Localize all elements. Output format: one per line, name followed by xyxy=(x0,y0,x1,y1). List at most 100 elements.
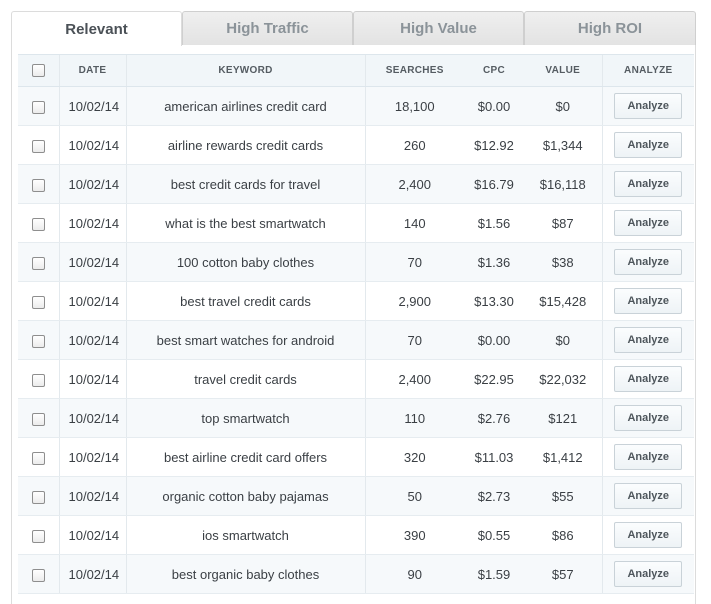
row-checkbox[interactable] xyxy=(31,529,45,543)
row-checkbox[interactable] xyxy=(31,490,45,504)
row-cpc: $11.03 xyxy=(464,437,524,477)
row-keyword: best airline credit card offers xyxy=(125,437,365,477)
row-keyword: best credit cards for travel xyxy=(125,164,365,204)
row-select-cell xyxy=(18,515,59,555)
row-analyze-cell: Analyze xyxy=(601,554,694,594)
keywords-table: DATE KEYWORD SEARCHES CPC VALUE ANALYZE … xyxy=(18,54,694,594)
analyze-button[interactable]: Analyze xyxy=(614,444,683,470)
row-keyword: ios smartwatch xyxy=(125,515,365,555)
analyze-button[interactable]: Analyze xyxy=(614,327,683,353)
row-checkbox[interactable] xyxy=(31,412,45,426)
row-cpc: $0.00 xyxy=(464,320,524,360)
row-cpc: $22.95 xyxy=(464,359,524,399)
row-cpc: $2.73 xyxy=(464,476,524,516)
table-row: 10/02/14 best credit cards for travel 2,40… xyxy=(18,164,694,204)
header-value[interactable]: VALUE xyxy=(524,54,602,87)
header-cpc[interactable]: CPC xyxy=(464,54,524,87)
analyze-button[interactable]: Analyze xyxy=(614,561,683,587)
row-select-cell xyxy=(18,476,59,516)
analyze-button[interactable]: Analyze xyxy=(614,522,683,548)
row-select-cell xyxy=(18,554,59,594)
row-cpc: $12.92 xyxy=(464,125,524,165)
row-date: 10/02/14 xyxy=(58,203,126,243)
row-checkbox[interactable] xyxy=(31,334,45,348)
row-value: $16,118 xyxy=(524,164,602,204)
row-value: $1,344 xyxy=(524,125,602,165)
table-row: 10/02/14 best airline credit card offers 3… xyxy=(18,437,694,477)
row-analyze-cell: Analyze xyxy=(601,398,694,438)
row-searches: 2,400 xyxy=(364,359,464,399)
row-checkbox[interactable] xyxy=(31,373,45,387)
row-searches: 90 xyxy=(364,554,464,594)
row-value: $121 xyxy=(524,398,602,438)
row-select-cell xyxy=(18,359,59,399)
row-searches: 50 xyxy=(364,476,464,516)
row-select-cell xyxy=(18,164,59,204)
select-all-checkbox[interactable] xyxy=(31,64,45,77)
row-checkbox[interactable] xyxy=(31,217,45,231)
row-analyze-cell: Analyze xyxy=(601,515,694,555)
row-checkbox[interactable] xyxy=(31,451,45,465)
row-date: 10/02/14 xyxy=(58,320,126,360)
row-checkbox[interactable] xyxy=(31,568,45,582)
row-analyze-cell: Analyze xyxy=(601,281,694,321)
tab-high-value[interactable]: High Value xyxy=(353,11,524,45)
row-searches: 18,100 xyxy=(364,86,464,126)
table-row: 10/02/14 airline rewards credit cards 260 $… xyxy=(18,125,694,165)
row-checkbox[interactable] xyxy=(31,256,45,270)
row-select-cell xyxy=(18,437,59,477)
tab-bar: Relevant High Traffic High Value High RO… xyxy=(11,11,696,46)
tab-high-traffic[interactable]: High Traffic xyxy=(182,11,353,45)
row-checkbox[interactable] xyxy=(31,178,45,192)
row-select-cell xyxy=(18,320,59,360)
row-checkbox[interactable] xyxy=(31,100,45,114)
row-value: $1,412 xyxy=(524,437,602,477)
table-row: 10/02/14 what is the best smartwatch 140 $1… xyxy=(18,203,694,243)
row-value: $86 xyxy=(524,515,602,555)
row-keyword: organic cotton baby pajamas xyxy=(125,476,365,516)
header-searches[interactable]: SEARCHES xyxy=(364,54,464,87)
analyze-button[interactable]: Analyze xyxy=(614,171,683,197)
analyze-button[interactable]: Analyze xyxy=(614,249,683,275)
row-analyze-cell: Analyze xyxy=(601,320,694,360)
row-searches: 70 xyxy=(364,320,464,360)
analyze-button[interactable]: Analyze xyxy=(614,483,683,509)
analyze-button[interactable]: Analyze xyxy=(614,366,683,392)
row-value: $87 xyxy=(524,203,602,243)
analyze-button[interactable]: Analyze xyxy=(614,210,683,236)
row-value: $22,032 xyxy=(524,359,602,399)
table-row: 10/02/14 best organic baby clothes 90 $1.59… xyxy=(18,554,694,594)
row-searches: 320 xyxy=(364,437,464,477)
row-keyword: travel credit cards xyxy=(125,359,365,399)
row-analyze-cell: Analyze xyxy=(601,437,694,477)
row-value: $55 xyxy=(524,476,602,516)
row-keyword: top smartwatch xyxy=(125,398,365,438)
row-checkbox[interactable] xyxy=(31,295,45,309)
row-searches: 390 xyxy=(364,515,464,555)
row-value: $0 xyxy=(524,320,602,360)
table-row: 10/02/14 organic cotton baby pajamas 50 $2.… xyxy=(18,476,694,516)
row-searches: 140 xyxy=(364,203,464,243)
row-keyword: airline rewards credit cards xyxy=(125,125,365,165)
row-date: 10/02/14 xyxy=(58,242,126,282)
table-row: 10/02/14 top smartwatch 110 $2.76 $121 Analyz… xyxy=(18,398,694,438)
analyze-button[interactable]: Analyze xyxy=(614,93,683,119)
analyze-button[interactable]: Analyze xyxy=(614,288,683,314)
row-analyze-cell: Analyze xyxy=(601,125,694,165)
row-analyze-cell: Analyze xyxy=(601,359,694,399)
analyze-button[interactable]: Analyze xyxy=(614,405,683,431)
table-row: 10/02/14 ios smartwatch 390 $0.55 $86 Analyze xyxy=(18,515,694,555)
row-select-cell xyxy=(18,242,59,282)
row-cpc: $16.79 xyxy=(464,164,524,204)
tab-relevant[interactable]: Relevant xyxy=(11,11,182,46)
analyze-button[interactable]: Analyze xyxy=(614,132,683,158)
row-searches: 2,400 xyxy=(364,164,464,204)
row-date: 10/02/14 xyxy=(58,476,126,516)
tab-high-roi[interactable]: High ROI xyxy=(524,11,696,45)
header-date[interactable]: DATE xyxy=(58,54,126,87)
row-checkbox[interactable] xyxy=(31,139,45,153)
header-keyword[interactable]: KEYWORD xyxy=(125,54,365,87)
table-header-row: DATE KEYWORD SEARCHES CPC VALUE ANALYZE xyxy=(18,54,694,87)
row-cpc: $1.36 xyxy=(464,242,524,282)
row-keyword: best organic baby clothes xyxy=(125,554,365,594)
